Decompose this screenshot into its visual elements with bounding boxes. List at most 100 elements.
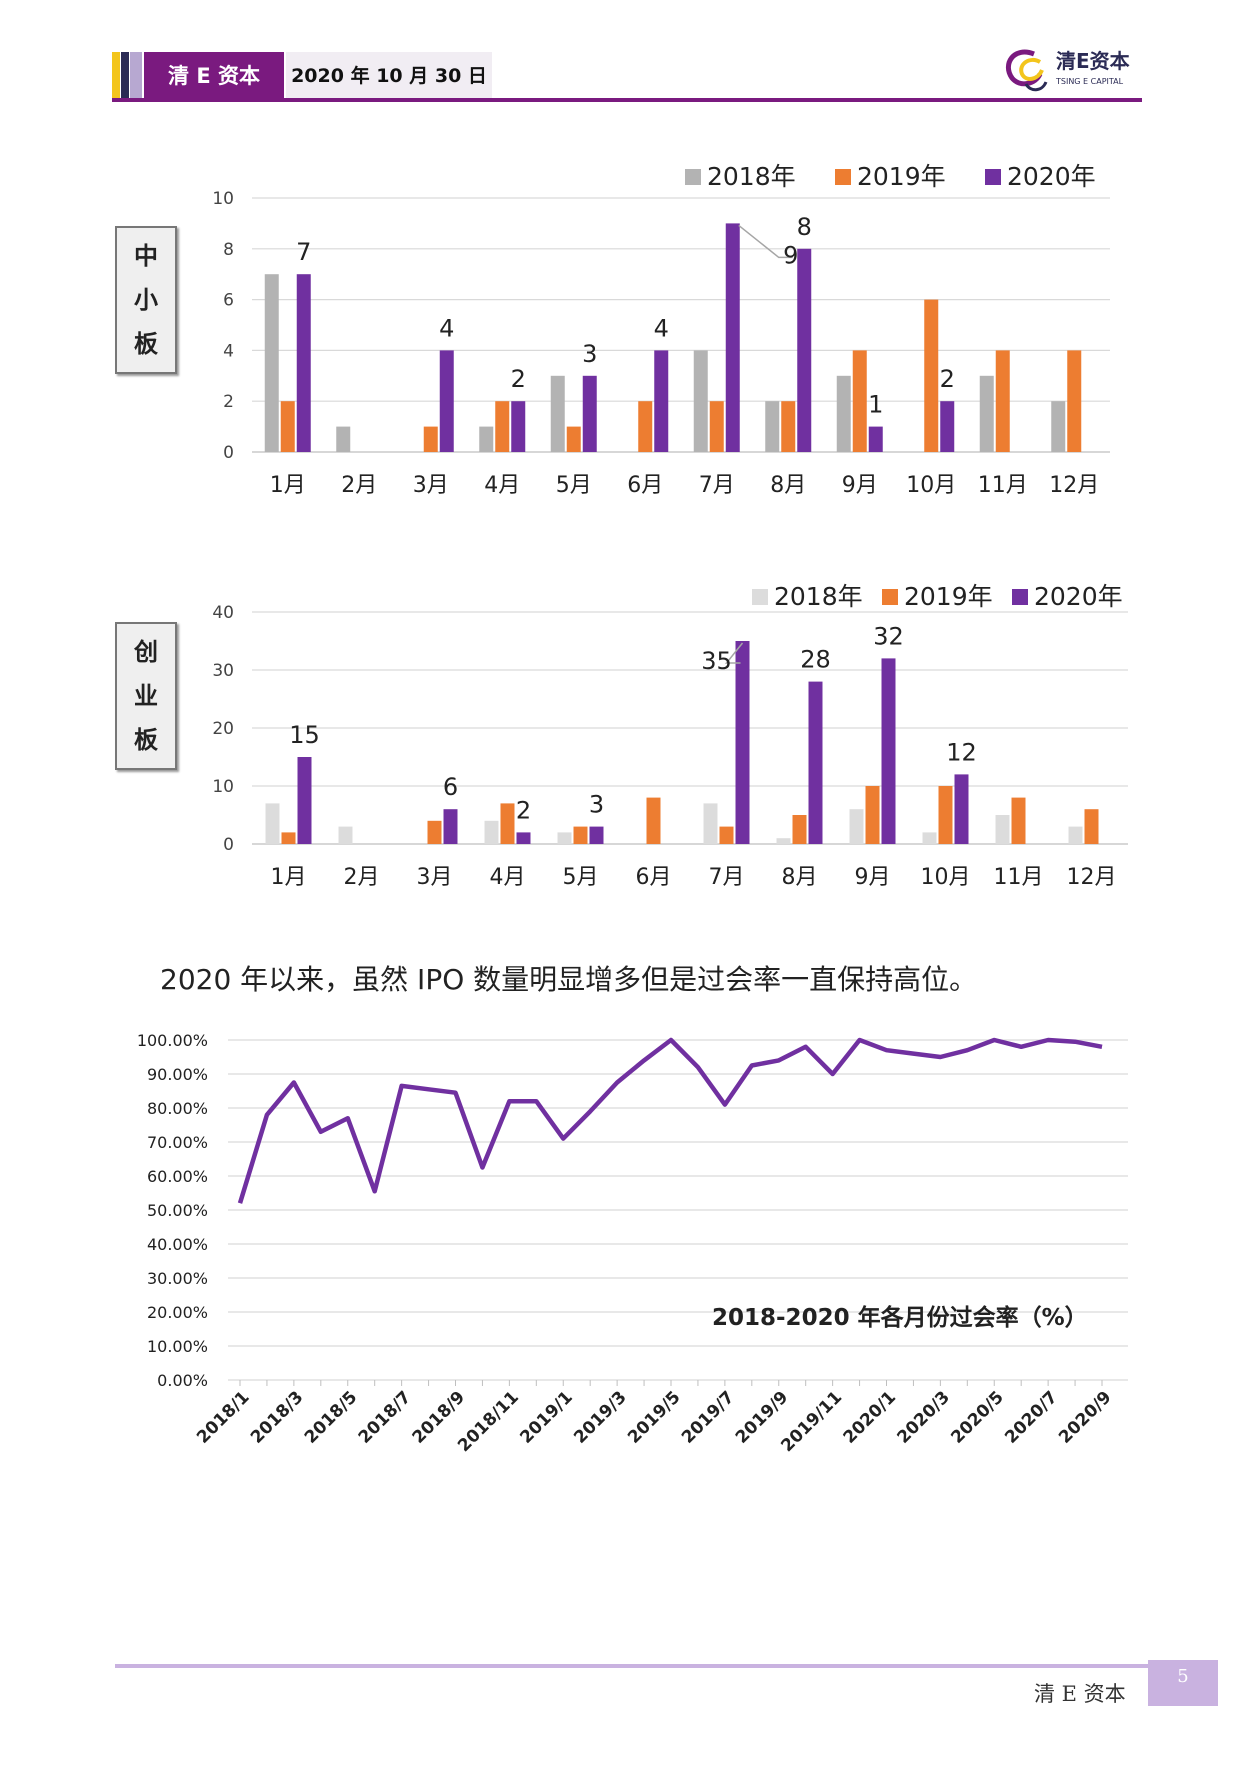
x-tick-label: 2020/3 [894,1387,954,1447]
bar-2020年 [511,401,526,452]
legend-swatch [985,169,1001,185]
data-label: 3 [589,791,604,819]
leader-line [724,642,744,664]
bar-2019年 [781,401,796,452]
caption-text: 2020 年以来，虽然 IPO 数量明显增多但是过会率一直保持高位。 [160,963,978,996]
x-tick-label: 2020/7 [1001,1387,1061,1447]
x-tick-label: 2019/3 [570,1387,630,1447]
x-tick-label: 2020/9 [1055,1387,1115,1447]
chart-title: 2018-2020 年各月份过会率（%） [712,1304,1088,1331]
bar-2018年 [550,375,565,452]
bar-2020年 [797,248,812,452]
bar-2020年 [954,774,969,844]
bar-2018年 [265,803,280,844]
x-tick-label: 4月 [490,865,526,890]
bar-2019年 [719,826,734,844]
data-label: 15 [289,721,320,749]
bar-2020年 [725,223,740,452]
legend-label: 2019年 [857,162,946,191]
y-tick-label: 90.00% [147,1065,208,1084]
y-tick-label: 10 [212,189,234,209]
data-label: 4 [654,314,669,342]
bar-2018年 [557,832,572,844]
approval-rate-line [237,1037,1103,1204]
x-tick-label: 7月 [709,865,745,890]
bar-2020年 [881,658,896,844]
x-tick-label: 2020/5 [947,1387,1007,1447]
bar-2019年 [638,401,653,452]
bar-2019年 [924,299,939,452]
bar-2020年 [439,350,454,452]
x-tick-label: 3月 [413,473,449,498]
data-label: 6 [443,773,458,801]
bar-2019年 [865,786,880,844]
board-label-char: 小 [134,286,158,314]
board-label-char: 板 [134,330,158,358]
x-tick-label: 8月 [782,865,818,890]
x-tick-label: 2019/7 [678,1387,738,1447]
board-label-char: 中 [134,242,158,270]
bar-2020年 [297,757,312,844]
header-date: 2020 年 10 月 30 日 [286,52,492,100]
bar-2018年 [836,375,851,452]
data-label: 35 [701,647,732,675]
bar-2018年 [776,838,791,844]
y-tick-label: 20.00% [147,1303,208,1322]
y-tick-label: 40 [212,603,234,623]
x-tick-label: 3月 [417,865,453,890]
bar-2020年 [940,401,955,452]
data-label: 2 [940,365,955,393]
y-tick-label: 30 [212,661,234,681]
bar-2020年 [589,826,604,844]
legend-swatch [835,169,851,185]
x-tick-label: 11月 [978,473,1028,498]
bar-2018年 [693,350,708,452]
bar-2018年 [1051,401,1066,452]
x-tick-label: 9月 [842,473,878,498]
y-tick-label: 0 [223,443,234,463]
data-label: 3 [582,340,597,368]
data-label: 32 [873,622,904,650]
x-tick-label: 2018/3 [247,1387,307,1447]
approval-rate-line-chart: 0.00% 10.00% 20.00% 30.00% 40.00% 50.00% 60.00… [137,1031,1128,1456]
x-tick-label: 5月 [563,865,599,890]
bar-2018年 [1068,826,1083,844]
bar-2018年 [703,803,718,844]
x-tick-label: 1月 [270,473,306,498]
data-label: 2 [511,365,526,393]
bar-2019年 [1011,797,1026,844]
legend-swatch [752,589,768,605]
y-tick-label: 4 [223,341,234,361]
header-divider [112,98,1142,102]
x-tick-label: 10月 [906,473,956,498]
bar-2019年 [573,826,588,844]
data-label: 1 [868,391,883,419]
x-tick-label: 2019/5 [624,1387,684,1447]
x-tick-label: 4月 [484,473,520,498]
header-accent-yellow [112,52,120,100]
header-accent-navy [121,52,129,100]
x-tick-label: 6月 [636,865,672,890]
bar-2019年 [495,401,510,452]
bar-2019年 [427,820,442,844]
bar-2020年 [516,832,531,844]
data-label: 2 [516,796,531,824]
y-tick-label: 60.00% [147,1167,208,1186]
footer-brand: 清 E 资本 [1034,1682,1126,1706]
legend-label: 2018年 [707,162,796,191]
x-tick-label: 12月 [1049,473,1099,498]
legend-label: 2018年 [774,582,863,611]
x-tick-label: 6月 [627,473,663,498]
board-label-sme: 中 小 板 [115,226,177,374]
data-label: 7 [296,238,311,266]
bar-2019年 [281,832,296,844]
bar-2020年 [735,641,750,844]
bar-2020年 [808,681,823,844]
bar-2020年 [654,350,669,452]
y-tick-label: 10.00% [147,1337,208,1356]
chinext-bar-chart: 0 10 20 30 40 1月 15 2月 3月 6 4月 2 5月 3 6月 7月 35 8月 28 9月 32 10… [212,582,1128,890]
bar-2018年 [922,832,937,844]
bar-2018年 [995,815,1010,844]
x-tick-label: 2018/5 [301,1387,361,1447]
data-label: 4 [439,314,454,342]
